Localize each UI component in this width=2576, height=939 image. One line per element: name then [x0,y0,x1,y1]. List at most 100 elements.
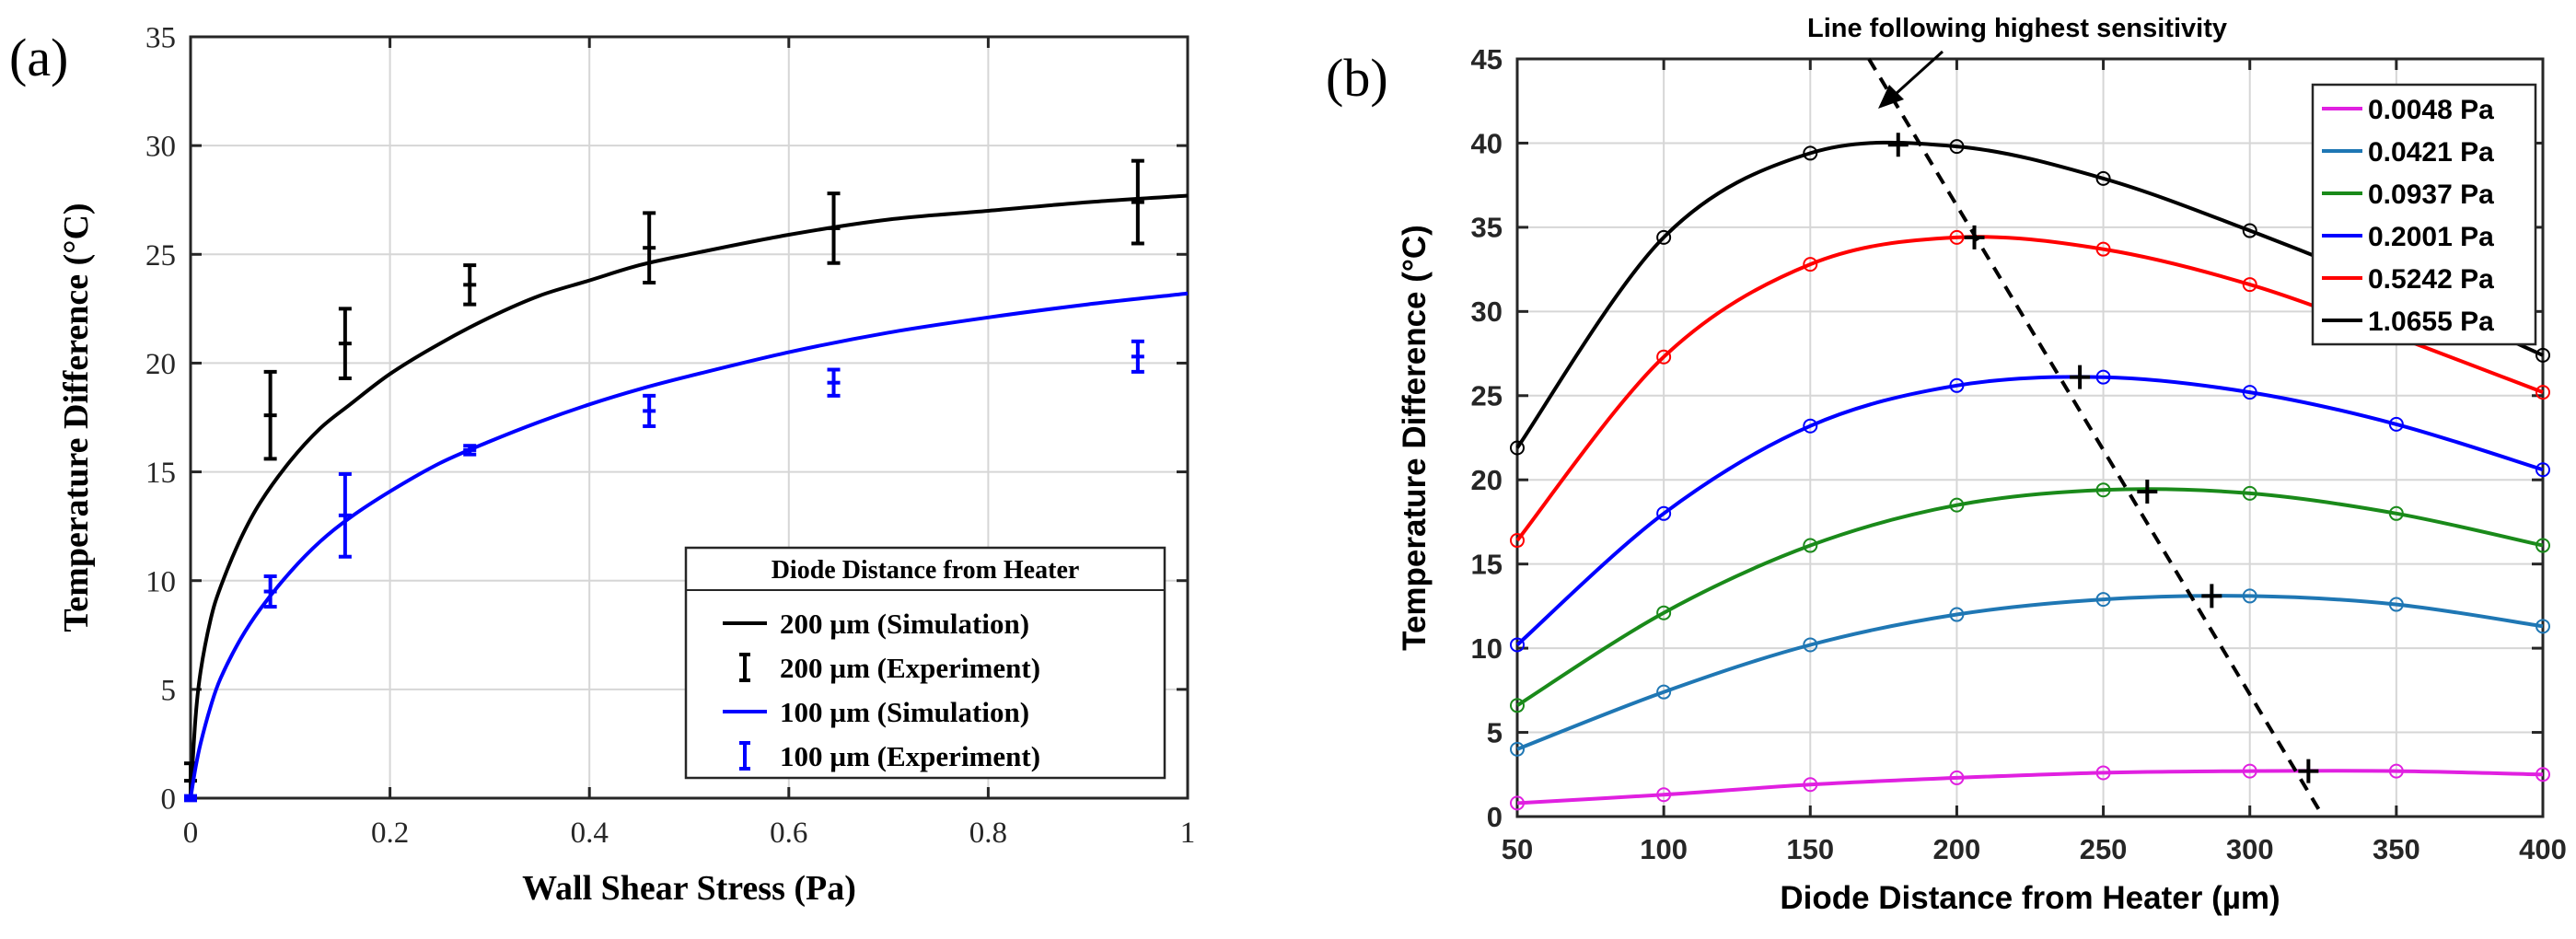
data-marker [1510,795,1525,811]
y-tick-label: 15 [145,457,176,490]
y-tick-label: 35 [1471,212,1503,244]
y-tick-label: 20 [1471,464,1503,496]
panel-label: (b) [1326,48,1388,108]
x-tick-label: 150 [1786,833,1834,865]
data-marker [2388,597,2404,612]
legend-entry: 100 µm (Experiment) [780,740,1040,772]
series-0 [1510,763,2550,811]
series-1 [184,158,1144,800]
peak-marker [1964,225,1985,249]
x-tick-label: 200 [1933,833,1981,865]
x-tick-label: 1 [1180,817,1196,850]
annotation-arrowhead [1878,85,1904,109]
y-tick-label: 40 [1471,127,1503,159]
data-marker [1510,637,1525,653]
data-marker [2095,170,2111,186]
x-axis-label: Wall Shear Stress (Pa) [522,869,856,908]
data-marker [2535,347,2550,363]
data-marker [1656,605,1672,620]
x-axis-label: Diode Distance from Heater (µm) [1780,880,2280,916]
y-tick-label: 30 [145,131,176,164]
data-marker [1656,684,1672,700]
series-1 [1510,588,2550,757]
axes-box [189,35,1189,800]
y-tick-label: 0 [161,783,177,817]
sensitivity-line [1867,57,2326,818]
data-marker [2242,277,2257,293]
annotation: Line following highest sensitivity [1807,14,2227,109]
series-2 [189,291,1189,799]
y-tick-label: 0 [1487,801,1503,833]
legend-entry: 0.5242 Pa [2368,264,2494,295]
data-marker [1803,538,1818,553]
annotation-text: Line following highest sensitivity [1807,14,2227,43]
legend-entry: 200 µm (Experiment) [780,652,1040,684]
y-tick-label: 10 [145,565,176,598]
panel-label: (a) [9,28,68,87]
data-marker [1656,787,1672,803]
legend: 0.0048 Pa 0.0421 Pa 0.0937 Pa 0.2001 Pa 0.52… [2311,83,2537,346]
y-tick-label: 45 [1471,43,1503,75]
data-marker [2242,223,2257,238]
x-tick-label: 0.6 [770,817,807,850]
data-marker [1949,229,1965,245]
data-marker [1949,770,1965,785]
peak-marker [2137,480,2158,504]
y-tick-label: 35 [145,22,176,55]
legend-box [2311,83,2537,346]
legend-entry: 0.0937 Pa [2368,180,2494,210]
legend-entry: 1.0655 Pa [2368,307,2494,337]
data-marker [1803,257,1818,272]
x-tick-label: 0.2 [371,817,409,850]
y-tick-label: 25 [145,239,176,272]
data-marker [1949,139,1965,155]
legend-title: Diode Distance from Heater [772,556,1080,585]
panel-1: 50 100 150 200 250 300 350 400 0 5 10 15 20 25 30 35 40 4… [1326,14,2567,916]
data-marker [1510,698,1525,713]
series-line [1515,487,2544,707]
data-marker [2535,619,2550,634]
series-line [1515,375,2544,646]
data-marker [2388,416,2404,432]
data-marker [2242,588,2257,604]
x-tick-label: 0.8 [969,817,1007,850]
legend-box [684,546,1166,780]
legend-entry: 100 µm (Simulation) [780,696,1029,728]
data-marker [2242,485,2257,501]
peak-marker [2201,584,2222,609]
legend-entry: 0.0048 Pa [2368,95,2494,125]
data-marker [1656,229,1672,245]
data-marker [1510,741,1525,757]
data-marker [1949,607,1965,622]
legend-entry: 0.2001 Pa [2368,222,2494,252]
y-tick-label: 25 [1471,380,1503,412]
y-tick-label: 15 [1471,549,1503,581]
peak-marker [2298,759,2319,783]
series-0 [189,193,1189,799]
data-marker [2535,767,2550,782]
y-tick-label: 20 [145,348,176,381]
data-marker [2388,763,2404,779]
y-tick-label: 30 [1471,296,1503,328]
peak-marker [1887,133,1909,157]
series-line [1516,769,2544,806]
annotation-arrow [1893,50,1944,97]
x-tick-label: 0.4 [571,817,609,850]
data-marker [2388,505,2404,521]
legend-entry: 0.0421 Pa [2368,137,2494,168]
series-line [1516,594,2544,751]
data-marker [2535,385,2550,400]
x-tick-label: 350 [2373,833,2420,865]
data-marker [1656,505,1672,521]
y-axis-label: Temperature Difference (°C) [1397,225,1433,651]
data-marker [1510,533,1525,549]
y-tick-label: 5 [161,674,177,707]
data-marker [1510,440,1525,456]
data-marker [2535,538,2550,553]
data-marker [2095,592,2111,608]
legend: Diode Distance from Heater 200 µm (Simula… [684,546,1166,780]
data-marker [2095,482,2111,498]
x-tick-label: 400 [2519,833,2567,865]
